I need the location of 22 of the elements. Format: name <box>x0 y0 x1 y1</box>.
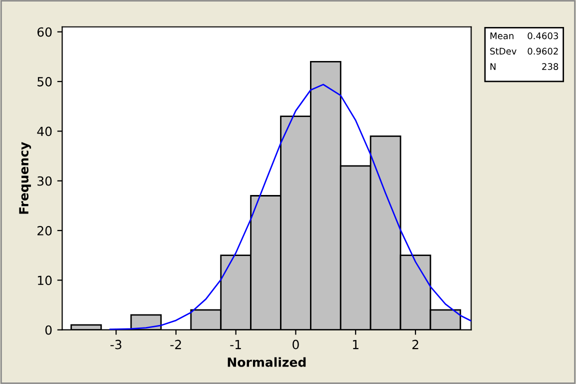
line-series <box>109 84 472 330</box>
text: N <box>490 63 496 70</box>
x-tick-label: -2 <box>170 340 181 350</box>
y-tick-label: 40 <box>37 126 52 136</box>
text: 0.9602 <box>528 48 558 55</box>
x-tick-label: -1 <box>230 340 241 350</box>
text: StDev <box>490 48 516 55</box>
x-tick-label: -3 <box>110 340 122 350</box>
x-tick-label: 1 <box>353 340 358 350</box>
y-tick-label: 60 <box>37 27 52 37</box>
x-axis-title: Normalized <box>228 357 306 367</box>
text: 0.4603 <box>528 32 558 40</box>
y-tick-label: 20 <box>37 226 52 236</box>
y-tick-label: 50 <box>38 76 52 86</box>
y-tick-label: 0 <box>45 325 52 335</box>
y-tick-label: 30 <box>38 176 52 186</box>
text: 238 <box>542 63 558 70</box>
y-axis-title: Frequency <box>19 142 32 214</box>
x-tick-label: 0 <box>292 340 299 350</box>
text: Mean <box>490 32 514 40</box>
x-tick-label: 2 <box>412 340 418 350</box>
y-tick-label: 10 <box>38 276 52 286</box>
